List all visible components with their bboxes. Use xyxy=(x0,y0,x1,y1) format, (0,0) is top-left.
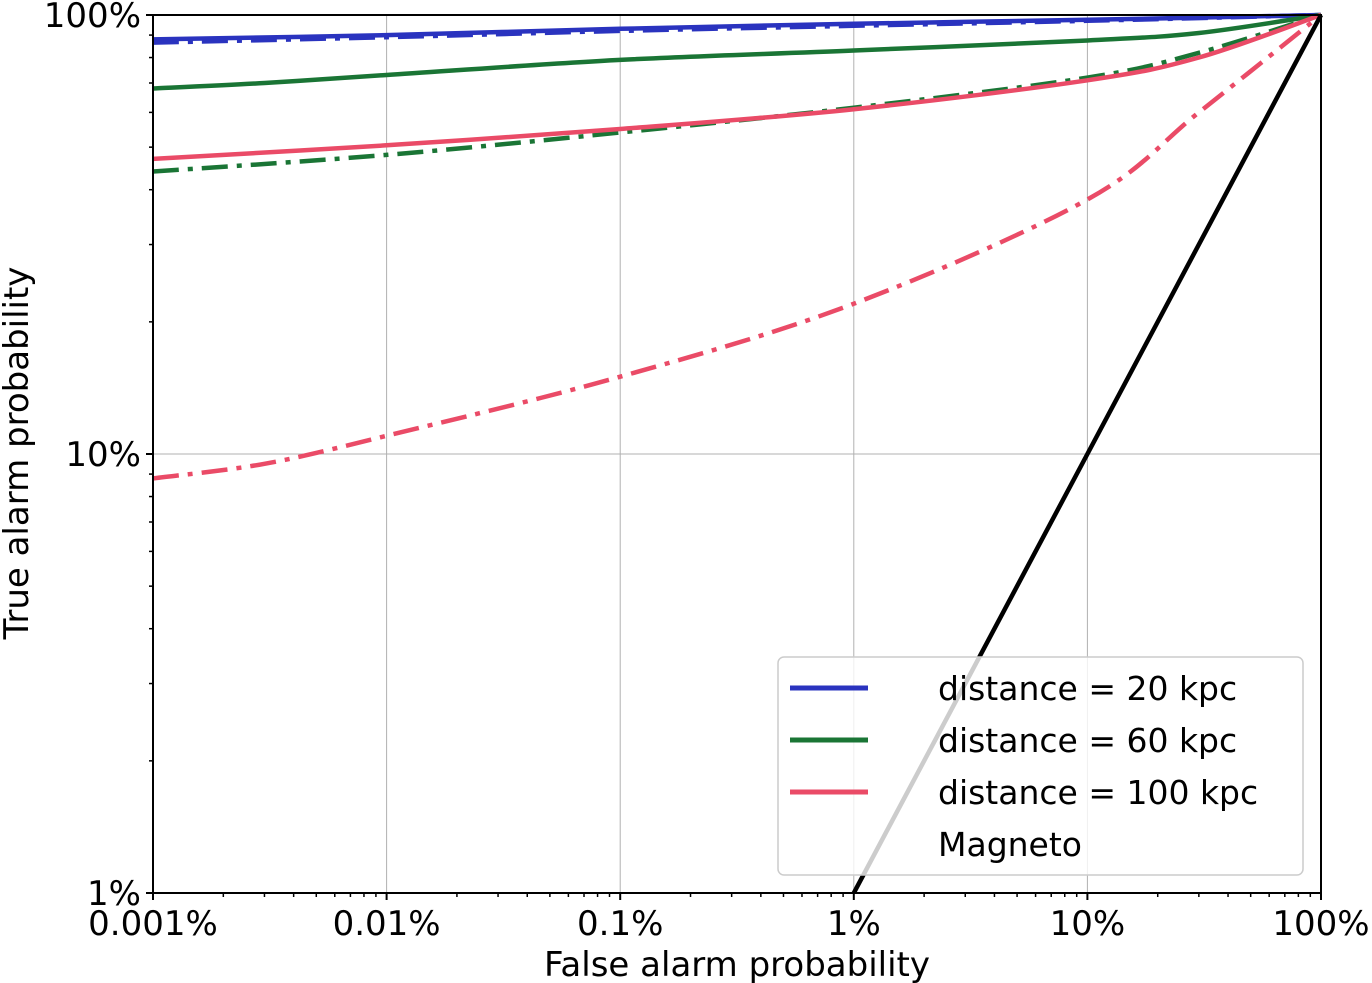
x-tick-label: 100% xyxy=(1272,904,1369,944)
x-tick-label: 10% xyxy=(1050,904,1126,944)
x-axis-label: False alarm probability xyxy=(544,945,930,983)
legend: distance = 20 kpc distance = 60 kpc distan… xyxy=(778,657,1303,875)
legend-label-3: Magneto xyxy=(938,825,1082,864)
legend-label-1: distance = 60 kpc xyxy=(938,721,1237,760)
legend-label-2: distance = 100 kpc xyxy=(938,773,1258,812)
x-tick-label: 0.01% xyxy=(333,904,441,944)
x-tick-label: 0.1% xyxy=(577,904,663,944)
y-axis-label: True alarm probability xyxy=(0,267,37,641)
legend-label-0: distance = 20 kpc xyxy=(938,669,1237,708)
y-tick-label: 10% xyxy=(65,435,141,475)
x-tick-label: 1% xyxy=(827,904,881,944)
y-tick-label: 1% xyxy=(87,874,141,914)
y-tick-label: 100% xyxy=(44,0,141,36)
